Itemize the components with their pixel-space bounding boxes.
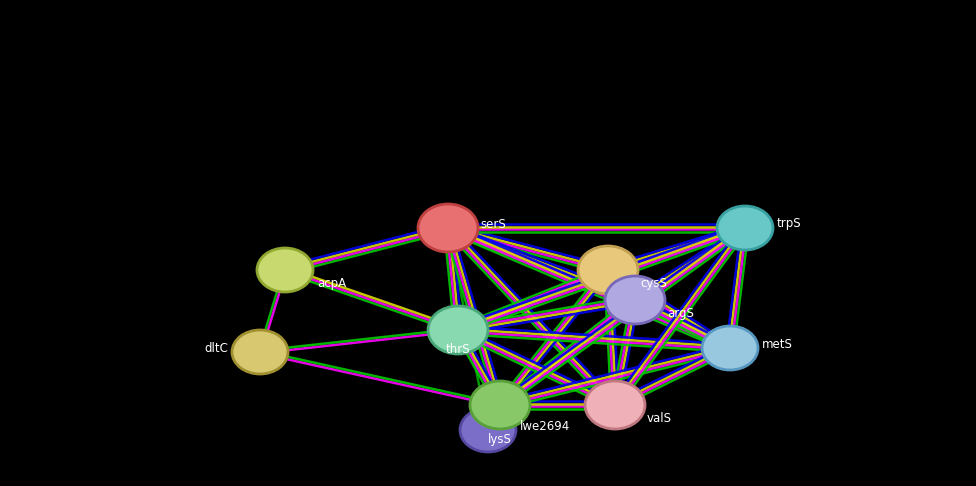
Text: trpS: trpS	[777, 218, 801, 230]
Ellipse shape	[418, 204, 478, 252]
Ellipse shape	[585, 381, 645, 429]
Ellipse shape	[470, 381, 530, 429]
Text: metS: metS	[762, 337, 793, 350]
Ellipse shape	[717, 206, 773, 250]
Text: lysS: lysS	[488, 433, 512, 446]
Ellipse shape	[578, 246, 638, 294]
Text: thrS: thrS	[446, 343, 470, 356]
Text: valS: valS	[647, 412, 672, 425]
Ellipse shape	[232, 330, 288, 374]
Text: dltC: dltC	[204, 342, 228, 354]
Text: serS: serS	[480, 218, 506, 230]
Text: argS: argS	[667, 307, 694, 320]
Ellipse shape	[428, 306, 488, 354]
Text: lwe2694: lwe2694	[520, 419, 570, 433]
Ellipse shape	[605, 276, 665, 324]
Text: acpA: acpA	[317, 277, 346, 290]
Ellipse shape	[257, 248, 313, 292]
Ellipse shape	[702, 326, 758, 370]
Text: cysS: cysS	[640, 277, 667, 290]
Ellipse shape	[460, 408, 516, 452]
